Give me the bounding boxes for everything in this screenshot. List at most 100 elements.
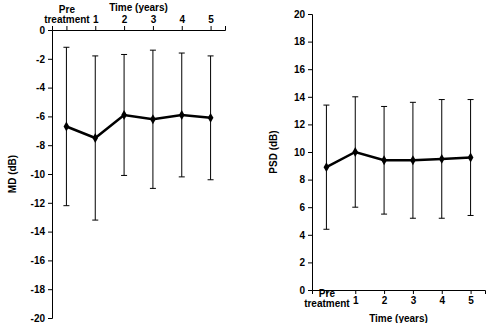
error-bar-cap [208, 179, 214, 180]
error-bar-cap [92, 220, 98, 221]
y-tick: -4 [36, 82, 52, 93]
data-point [150, 114, 156, 124]
error-bar-cap [179, 176, 185, 177]
y-tick: 20 [294, 9, 312, 20]
y-tick-mark [48, 260, 52, 261]
x-axis-line [53, 26, 226, 31]
error-bar [63, 47, 69, 205]
y-tick-mark [308, 290, 312, 291]
error-bar [179, 53, 185, 177]
y-tick-mark [308, 97, 312, 98]
data-point [179, 110, 185, 120]
y-tick: -2 [36, 54, 52, 65]
error-bar [468, 100, 474, 216]
data-point [468, 153, 474, 163]
x-tick-label: 3 [411, 295, 417, 306]
x-tick-label: 1 [93, 14, 99, 25]
error-bar-cap [410, 102, 416, 103]
y-tick: 0 [299, 285, 312, 296]
error-bar-cap [150, 50, 156, 51]
y-axis-title: MD (dB) [7, 155, 18, 193]
x-tick: 2 [122, 14, 128, 30]
y-tick-mark [48, 289, 52, 290]
y-tick: 18 [294, 36, 312, 47]
x-axis-title: Time (years) [369, 313, 428, 323]
y-tick-label: 8 [299, 174, 305, 185]
y-tick: -20 [31, 313, 52, 323]
y-tick-label: 12 [294, 119, 306, 130]
y-tick-label: 0 [299, 285, 305, 296]
y-tick-label: -20 [31, 313, 46, 323]
x-tick-label: 2 [382, 295, 388, 306]
error-bar-cap [352, 207, 358, 208]
x-tick: 3 [151, 14, 157, 30]
y-tick: 12 [294, 119, 312, 130]
error-bar [439, 100, 445, 219]
x-tick: 4 [439, 290, 445, 306]
x-tick-label: 5 [468, 295, 474, 306]
error-bar [121, 54, 127, 175]
y-tick-mark [308, 14, 312, 15]
y-tick-label: 4 [299, 230, 305, 241]
y-tick-label: 6 [299, 202, 305, 213]
y-tick-label: 0 [39, 25, 45, 36]
x-tick: 1 [93, 14, 99, 30]
x-tick-label: Pretreatment [44, 4, 90, 25]
error-bar-cap [179, 53, 185, 54]
x-tick-mark [413, 290, 414, 294]
y-tick-label: -6 [36, 111, 45, 122]
y-tick: -10 [31, 169, 52, 180]
data-point [324, 162, 330, 172]
y-tick: 8 [299, 174, 312, 185]
y-tick-label: -16 [31, 255, 46, 266]
x-tick-label: 2 [122, 14, 128, 25]
y-tick-label: 18 [294, 36, 306, 47]
y-tick: -6 [36, 111, 52, 122]
x-tick-mark [182, 26, 183, 30]
x-tick: Pretreatment [304, 288, 350, 309]
y-axis: -20-18-16-14-12-10-8-6-4-20 [31, 25, 53, 323]
error-bar [150, 50, 156, 188]
data-point [64, 122, 70, 132]
chart-1: 02468101214161820Pretreatment12345Time (… [268, 9, 486, 323]
y-tick: 10 [294, 147, 312, 158]
x-tick-mark [355, 290, 356, 294]
y-tick-mark [48, 318, 52, 319]
y-tick-mark [48, 174, 52, 175]
x-tick-mark [153, 26, 154, 30]
y-axis-line [308, 15, 313, 291]
data-point [439, 154, 445, 164]
x-tick-mark [442, 290, 443, 294]
y-axis-title: PSD (dB) [268, 130, 279, 173]
error-bar-cap [208, 55, 214, 56]
y-tick-mark [48, 116, 52, 117]
error-bar-cap [468, 99, 474, 100]
x-axis-title: Time (years) [109, 2, 168, 13]
y-tick-mark [308, 42, 312, 43]
error-bar [410, 102, 416, 218]
y-axis: 02468101214161820 [294, 9, 313, 296]
y-tick-mark [48, 88, 52, 89]
y-tick-mark [48, 30, 52, 31]
y-tick: 14 [294, 92, 312, 103]
x-tick: 1 [353, 290, 359, 306]
y-tick: -14 [31, 226, 52, 237]
error-bar-cap [439, 218, 445, 219]
y-tick-mark [308, 180, 312, 181]
error-bar [352, 97, 358, 207]
x-tick-mark [211, 26, 212, 30]
y-tick-label: -18 [31, 284, 46, 295]
x-tick-label: Pretreatment [304, 288, 350, 309]
y-tick-label: 10 [294, 147, 306, 158]
error-bar [381, 106, 387, 214]
error-bar-cap [468, 215, 474, 216]
y-tick: -12 [31, 198, 52, 209]
error-bar-cap [121, 54, 127, 55]
x-tick-mark [384, 290, 385, 294]
y-tick-label: 14 [294, 92, 306, 103]
x-tick: 5 [208, 14, 214, 30]
x-axis-line [313, 291, 486, 295]
y-tick-mark [308, 152, 312, 153]
x-tick: 3 [411, 290, 417, 306]
y-tick: -8 [36, 140, 52, 151]
